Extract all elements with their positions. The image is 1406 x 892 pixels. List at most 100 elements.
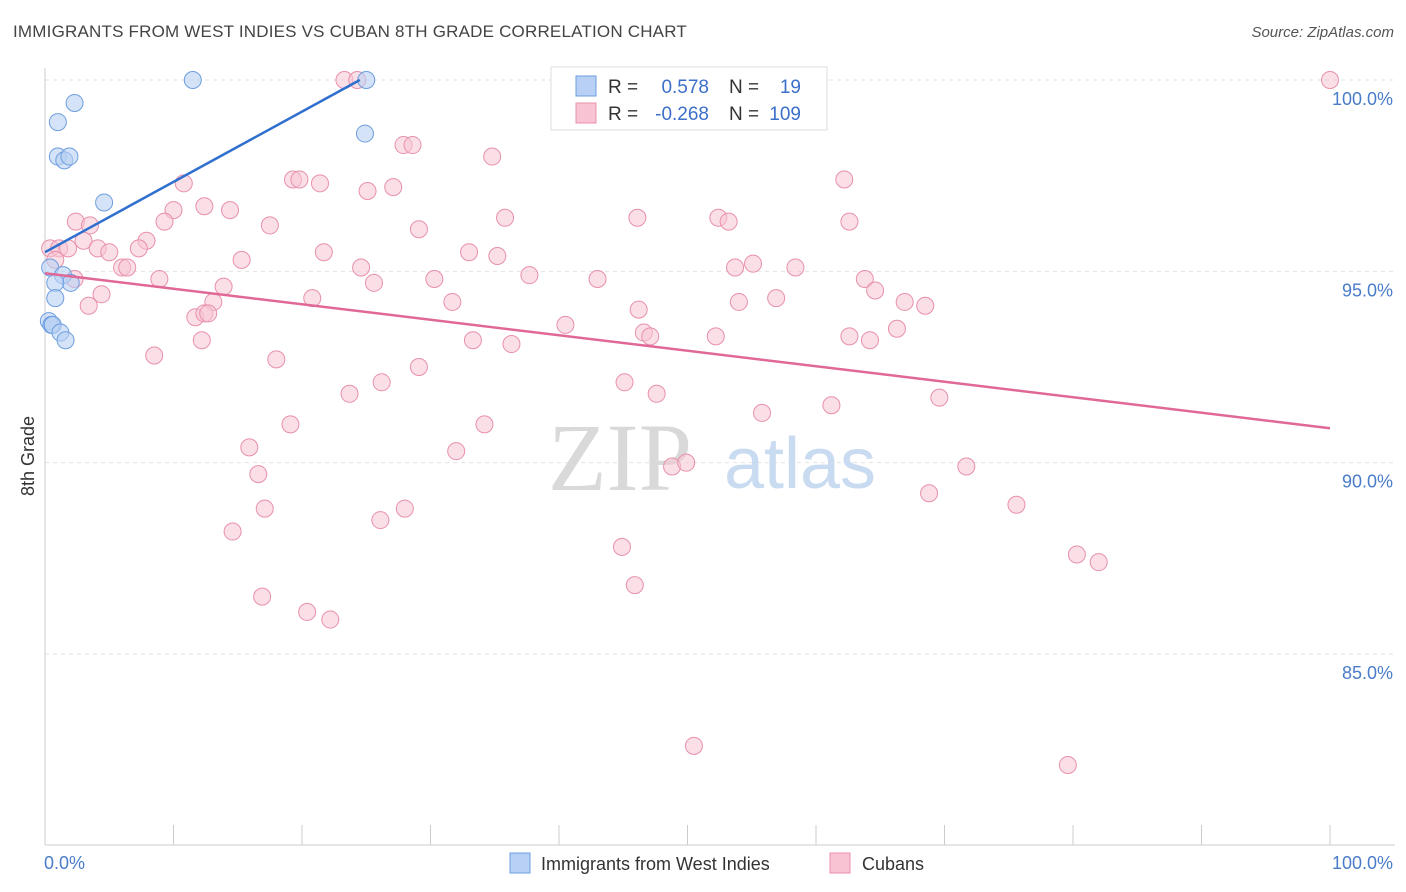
cubans-point xyxy=(249,465,268,484)
west-indies-point xyxy=(46,273,65,292)
cubans-point xyxy=(556,315,575,334)
cubans-points xyxy=(41,71,1339,774)
legend-r-value-1: 0.578 xyxy=(661,77,709,98)
cubans-point xyxy=(840,212,859,231)
y-tick-labels: 85.0% 90.0% 95.0% 100.0% xyxy=(1332,89,1393,683)
y-tick-label: 100.0% xyxy=(1332,89,1393,109)
cubans-point xyxy=(298,602,317,621)
cubans-point xyxy=(155,212,174,231)
x-tick-label: 100.0% xyxy=(1332,853,1393,873)
cubans-point xyxy=(260,216,279,235)
y-axis-label: 8th Grade xyxy=(18,416,38,496)
west-indies-point xyxy=(355,124,374,143)
cubans-point xyxy=(895,292,914,311)
watermark: ZIP atlas xyxy=(548,404,876,511)
series-legend-swatch-pink xyxy=(829,852,851,874)
cubans-point xyxy=(1321,71,1339,89)
cubans-point xyxy=(1058,755,1077,774)
cubans-point xyxy=(840,327,859,346)
legend-r-value-2: -0.268 xyxy=(655,104,709,125)
x-tick-labels: 0.0% 100.0% xyxy=(44,853,1393,873)
cubans-point xyxy=(372,373,391,392)
cubans-point xyxy=(767,289,786,308)
west-indies-point xyxy=(56,331,75,350)
x-tick-label: 0.0% xyxy=(44,853,85,873)
cubans-point xyxy=(100,243,119,262)
cubans-point xyxy=(409,220,428,239)
legend-r-label-1: R = xyxy=(608,77,638,98)
cubans-point xyxy=(463,331,482,350)
legend-swatch-blue xyxy=(575,75,597,97)
cubans-point xyxy=(223,522,242,541)
cubans-point xyxy=(340,384,359,403)
cubans-point xyxy=(232,250,251,269)
cubans-point xyxy=(916,296,935,315)
cubans-point xyxy=(887,319,906,338)
cubans-point xyxy=(145,346,164,365)
cubans-point xyxy=(629,300,648,319)
cubans-point xyxy=(364,273,383,292)
west-indies-point xyxy=(48,113,67,132)
cubans-point xyxy=(310,174,329,193)
cubans-point xyxy=(520,266,539,285)
cubans-point xyxy=(588,269,607,288)
cubans-point xyxy=(684,736,703,755)
cubans-point xyxy=(403,136,422,155)
legend-n-value-2: 109 xyxy=(769,104,801,125)
cubans-point xyxy=(321,610,340,629)
cubans-point xyxy=(726,258,745,277)
cubans-point xyxy=(677,453,696,472)
chart-title: IMMIGRANTS FROM WEST INDIES VS CUBAN 8TH… xyxy=(13,22,687,41)
cubans-point xyxy=(628,208,647,227)
cubans-point xyxy=(930,388,949,407)
cubans-point xyxy=(92,285,111,304)
cubans-point xyxy=(290,170,309,189)
cubans-point xyxy=(647,384,666,403)
cubans-point xyxy=(860,331,879,350)
cubans-point xyxy=(129,239,148,258)
y-tick-label: 95.0% xyxy=(1342,280,1393,300)
cubans-point xyxy=(447,442,466,461)
cubans-point xyxy=(615,373,634,392)
cubans-point xyxy=(358,181,377,200)
correlation-legend: R = 0.578 N = 19 R = -0.268 N = 109 xyxy=(550,66,828,131)
cubans-point xyxy=(425,269,444,288)
west-indies-point xyxy=(95,193,114,212)
west-indies-point xyxy=(65,93,84,112)
cubans-point xyxy=(267,350,286,369)
cubans-point xyxy=(281,415,300,434)
cubans-point xyxy=(240,438,259,457)
cubans-point xyxy=(475,415,494,434)
cubans-point xyxy=(314,243,333,262)
y-tick-label: 90.0% xyxy=(1342,472,1393,492)
cubans-point xyxy=(352,258,371,277)
cubans-point xyxy=(753,403,772,422)
legend-n-label-1: N = xyxy=(729,77,759,98)
legend-swatch-pink xyxy=(575,102,597,124)
source-label: Source: ZipAtlas.com xyxy=(1251,24,1394,41)
cubans-point xyxy=(195,197,214,216)
cubans-point xyxy=(384,178,403,197)
cubans-point xyxy=(835,170,854,189)
cubans-point xyxy=(822,396,841,415)
watermark-atlas: atlas xyxy=(724,424,876,504)
cubans-point xyxy=(744,254,763,273)
cubans-point xyxy=(1089,553,1108,572)
axes xyxy=(44,68,1395,846)
cubans-point xyxy=(409,358,428,376)
legend-r-label-2: R = xyxy=(608,104,638,125)
cubans-point xyxy=(253,587,272,606)
west-indies-point xyxy=(183,71,202,89)
cubans-point xyxy=(1067,545,1086,564)
west-indies-point xyxy=(46,289,65,308)
cubans-point xyxy=(214,277,233,296)
west-indies-trend-line xyxy=(44,78,361,254)
series-legend-label-1: Immigrants from West Indies xyxy=(541,854,770,874)
cubans-point xyxy=(199,304,218,323)
cubans-point xyxy=(786,258,805,277)
cubans-point xyxy=(855,269,874,288)
cubans-point xyxy=(443,292,462,311)
watermark-zip: ZIP xyxy=(548,404,692,511)
cubans-point xyxy=(460,243,479,262)
